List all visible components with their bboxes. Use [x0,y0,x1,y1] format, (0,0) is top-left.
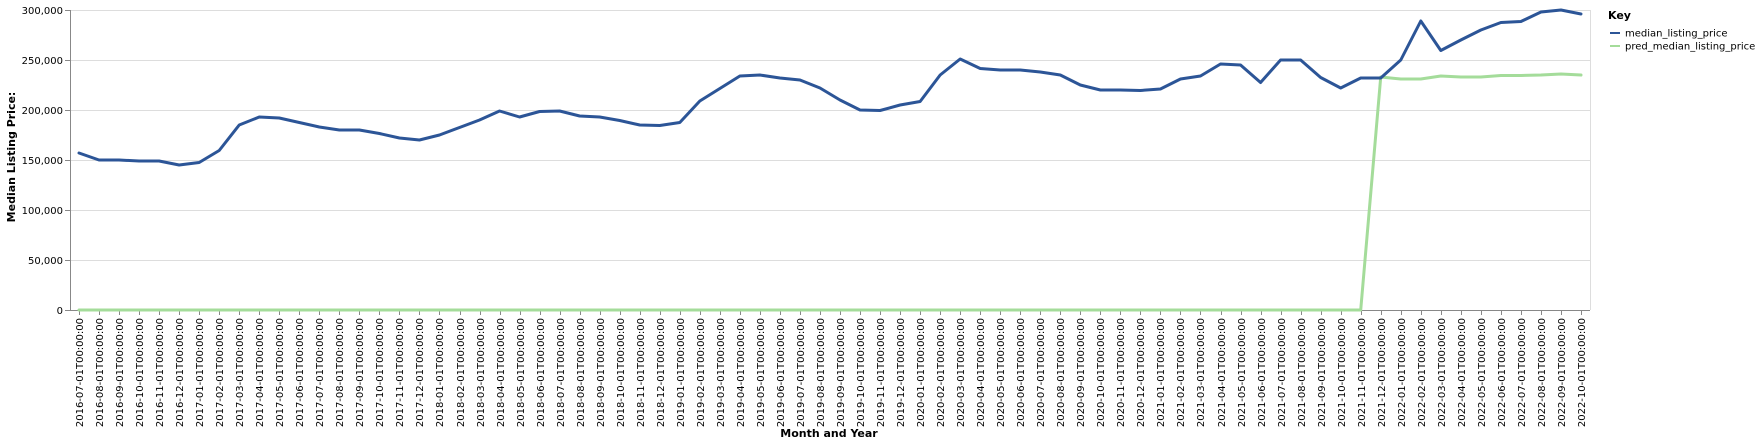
series-line-pred-median-listing-price [77,72,1583,312]
x-tick-label: 2020-12-01T00:00:00 [1136,318,1147,427]
legend-title: Key [1608,9,1631,22]
y-tick-label: 50,000 [28,256,63,267]
x-tick-label: 2018-04-01T00:00:00 [496,318,507,427]
x-tick-label: 2018-10-01T00:00:00 [616,318,627,427]
series-lines [77,8,1583,312]
y-tick-label: 200,000 [22,106,63,117]
y-tick-label: 250,000 [22,56,63,67]
x-tick-label: 2017-08-01T00:00:00 [335,318,346,427]
x-tick-label: 2021-12-01T00:00:00 [1377,318,1388,427]
x-tick-label: 2020-05-01T00:00:00 [996,318,1007,427]
x-tick-label: 2018-01-01T00:00:00 [435,318,446,427]
x-tick-label: 2019-06-01T00:00:00 [776,318,787,427]
x-tick-label: 2020-03-01T00:00:00 [956,318,967,427]
y-tick-label: 150,000 [22,156,63,167]
x-tick-label: 2017-06-01T00:00:00 [295,318,306,427]
x-tick-label: 2019-02-01T00:00:00 [696,318,707,427]
x-tick-label: 2022-02-01T00:00:00 [1417,318,1428,427]
x-tick-label: 2020-10-01T00:00:00 [1096,318,1107,427]
x-tick-label: 2018-07-01T00:00:00 [556,318,567,427]
x-tick-label: 2019-04-01T00:00:00 [736,318,747,427]
x-tick-label: 2022-07-01T00:00:00 [1517,318,1528,427]
x-tick-label: 2019-01-01T00:00:00 [676,318,687,427]
x-tick-label: 2019-11-01T00:00:00 [876,318,887,427]
x-tick-label: 2019-09-01T00:00:00 [836,318,847,427]
x-tick-label: 2020-01-01T00:00:00 [916,318,927,427]
x-tick-label: 2016-09-01T00:00:00 [115,318,126,427]
x-tick-label: 2018-12-01T00:00:00 [656,318,667,427]
x-tick-label: 2021-08-01T00:00:00 [1297,318,1308,427]
legend-label: pred_median_listing_price [1625,42,1755,53]
x-tick-label: 2022-09-01T00:00:00 [1557,318,1568,427]
x-tick-label: 2021-09-01T00:00:00 [1317,318,1328,427]
x-tick-label: 2021-04-01T00:00:00 [1217,318,1228,427]
x-tick-label: 2021-01-01T00:00:00 [1156,318,1167,427]
x-tick-label: 2017-01-01T00:00:00 [195,318,206,427]
x-tick-label: 2021-10-01T00:00:00 [1337,318,1348,427]
x-tick-label: 2016-08-01T00:00:00 [95,318,106,427]
x-tick-label: 2021-11-01T00:00:00 [1357,318,1368,427]
x-tick-label: 2022-01-01T00:00:00 [1397,318,1408,427]
x-tick-label: 2017-07-01T00:00:00 [315,318,326,427]
x-tick-label: 2022-08-01T00:00:00 [1537,318,1548,427]
y-tick-label: 0 [57,306,63,317]
x-tick-label: 2020-04-01T00:00:00 [976,318,987,427]
x-tick-label: 2018-02-01T00:00:00 [456,318,467,427]
x-tick-label: 2017-05-01T00:00:00 [275,318,286,427]
x-tick-label: 2018-08-01T00:00:00 [576,318,587,427]
x-tick-label: 2018-03-01T00:00:00 [476,318,487,427]
x-tick-label: 2020-07-01T00:00:00 [1036,318,1047,427]
x-tick-label: 2022-06-01T00:00:00 [1497,318,1508,427]
x-tick-label: 2019-07-01T00:00:00 [796,318,807,427]
series-line-median-listing-price [77,8,1583,167]
x-tick-label: 2017-10-01T00:00:00 [375,318,386,427]
x-tick-label: 2018-06-01T00:00:00 [536,318,547,427]
x-tick-label: 2022-10-01T00:00:00 [1577,318,1588,427]
x-tick-label: 2020-09-01T00:00:00 [1076,318,1087,427]
x-tick-label: 2016-10-01T00:00:00 [135,318,146,427]
x-tick-label: 2020-11-01T00:00:00 [1116,318,1127,427]
x-tick-label: 2021-06-01T00:00:00 [1257,318,1268,427]
x-tick-label: 2017-12-01T00:00:00 [415,318,426,427]
x-tick-label: 2021-03-01T00:00:00 [1196,318,1207,427]
y-axis-title: Median Listing Price: [5,92,18,223]
x-tick-label: 2020-08-01T00:00:00 [1056,318,1067,427]
x-tick-label: 2018-11-01T00:00:00 [636,318,647,427]
x-tick-label: 2017-04-01T00:00:00 [255,318,266,427]
x-tick-label: 2017-09-01T00:00:00 [355,318,366,427]
x-tick-label: 2017-03-01T00:00:00 [235,318,246,427]
x-tick-label: 2022-04-01T00:00:00 [1457,318,1468,427]
x-axis-ticks: 2016-07-01T00:00:00 2016-08-01T00:00:00 20… [75,310,1588,427]
x-tick-label: 2018-09-01T00:00:00 [596,318,607,427]
x-tick-label: 2016-11-01T00:00:00 [155,318,166,427]
x-tick-label: 2019-12-01T00:00:00 [896,318,907,427]
x-tick-label: 2021-05-01T00:00:00 [1237,318,1248,427]
x-tick-label: 2017-11-01T00:00:00 [395,318,406,427]
x-tick-label: 2022-05-01T00:00:00 [1477,318,1488,427]
x-tick-label: 2020-02-01T00:00:00 [936,318,947,427]
y-tick-label: 300,000 [22,6,63,17]
legend-label: median_listing_price [1625,29,1728,40]
x-tick-label: 2019-05-01T00:00:00 [756,318,767,427]
x-tick-label: 2022-03-01T00:00:00 [1437,318,1448,427]
x-tick-label: 2019-03-01T00:00:00 [716,318,727,427]
x-tick-label: 2021-07-01T00:00:00 [1277,318,1288,427]
x-tick-label: 2021-02-01T00:00:00 [1176,318,1187,427]
x-axis-title: Month and Year [780,427,878,440]
x-tick-label: 2020-06-01T00:00:00 [1016,318,1027,427]
x-tick-label: 2016-07-01T00:00:00 [75,318,86,427]
legend: Key median_listing_price pred_median_list… [1608,9,1755,53]
x-tick-label: 2017-02-01T00:00:00 [215,318,226,427]
x-tick-label: 2019-10-01T00:00:00 [856,318,867,427]
y-tick-label: 100,000 [22,206,63,217]
y-axis-ticks: 0 50,000 100,000 150,000 200,000 250,000 300,0… [22,6,70,317]
x-tick-label: 2016-12-01T00:00:00 [175,318,186,427]
gridlines [70,10,1591,310]
x-tick-label: 2018-05-01T00:00:00 [516,318,527,427]
x-tick-label: 2019-08-01T00:00:00 [816,318,827,427]
legend-entries: median_listing_price pred_median_listing_… [1610,29,1755,53]
